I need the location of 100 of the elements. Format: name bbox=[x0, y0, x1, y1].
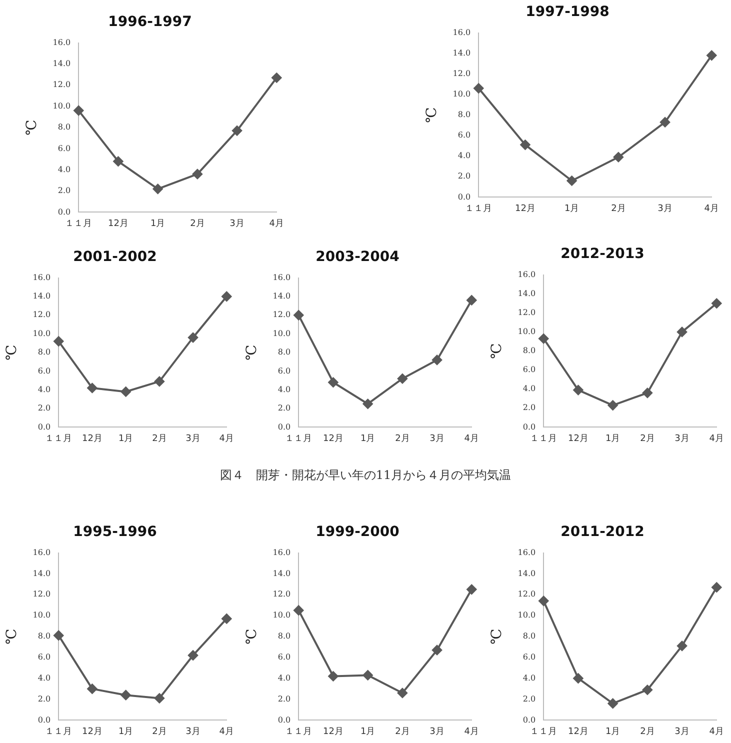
y-tick-label: 4.0 bbox=[278, 384, 291, 394]
x-tick-label: 1月 bbox=[118, 726, 134, 737]
chart-title: 2012-2013 bbox=[560, 246, 644, 262]
y-tick-label: 16.0 bbox=[452, 28, 471, 37]
point bbox=[87, 382, 98, 393]
x-tick-label: 12月 bbox=[568, 726, 588, 737]
y-tick-label: 12.0 bbox=[518, 590, 536, 599]
point bbox=[362, 670, 373, 680]
x-tick-label: 3月 bbox=[186, 434, 200, 444]
y-tick-label: 10.0 bbox=[52, 101, 71, 110]
x-tick-label: 4月 bbox=[464, 434, 480, 444]
y-tick-label: 14.0 bbox=[272, 292, 291, 301]
y-tick-label: 6.0 bbox=[458, 130, 471, 140]
x-tick-label: 4月 bbox=[464, 726, 480, 737]
point bbox=[573, 673, 584, 684]
y-tick-label: 14.0 bbox=[32, 568, 51, 578]
x-tick-label: 2月 bbox=[395, 434, 410, 444]
y-tick-label: 0.0 bbox=[58, 207, 71, 216]
point bbox=[642, 684, 652, 695]
x-tick-label: １１月 bbox=[465, 204, 492, 214]
y-tick-label: 6.0 bbox=[278, 652, 291, 662]
y-tick-label: 8.0 bbox=[522, 346, 536, 356]
x-tick-label: 1月 bbox=[564, 204, 580, 214]
y-tick-label: 0.0 bbox=[522, 715, 536, 724]
x-tick-label: 1月 bbox=[605, 726, 620, 737]
y-tick-label: 12.0 bbox=[272, 590, 291, 599]
x-tick-label: 12月 bbox=[322, 726, 344, 737]
x-tick-label: 2月 bbox=[611, 204, 626, 214]
x-tick-label: 12月 bbox=[322, 434, 344, 444]
y-tick-label: 12.0 bbox=[32, 310, 51, 320]
y-axis-title: ℃ bbox=[244, 344, 260, 360]
y-tick-label: 4.0 bbox=[522, 384, 536, 394]
x-tick-label: １１月 bbox=[285, 434, 312, 444]
point bbox=[192, 169, 202, 180]
chart-title: 1995-1996 bbox=[73, 524, 157, 540]
y-tick-label: 8.0 bbox=[278, 348, 291, 357]
y-tick-label: 0.0 bbox=[38, 422, 51, 432]
point bbox=[294, 605, 304, 616]
point bbox=[222, 291, 232, 302]
y-tick-label: 10.0 bbox=[518, 327, 536, 336]
y-axis-title: ℃ bbox=[24, 120, 40, 136]
y-tick-label: 4.0 bbox=[38, 673, 51, 682]
y-tick-label: 8.0 bbox=[38, 632, 51, 641]
y-tick-label: 4.0 bbox=[278, 673, 291, 682]
y-tick-label: 6.0 bbox=[278, 366, 291, 376]
y-tick-label: 16.0 bbox=[32, 272, 51, 282]
y-tick-label: 6.0 bbox=[38, 366, 51, 376]
y-tick-label: 16.0 bbox=[518, 548, 536, 557]
y-tick-label: 12.0 bbox=[32, 590, 51, 599]
point bbox=[608, 698, 618, 708]
x-tick-label: 1月 bbox=[360, 726, 376, 737]
x-tick-label: 12月 bbox=[82, 726, 102, 737]
y-tick-label: 8.0 bbox=[458, 110, 471, 120]
y-tick-label: 4.0 bbox=[458, 151, 471, 160]
x-tick-label: １１月 bbox=[45, 434, 72, 444]
x-tick-label: 1月 bbox=[150, 218, 166, 229]
x-tick-label: 3月 bbox=[430, 726, 444, 737]
x-tick-label: 2月 bbox=[152, 434, 167, 444]
point bbox=[397, 374, 408, 384]
y-tick-label: 6.0 bbox=[522, 652, 536, 662]
x-tick-label: 12月 bbox=[514, 204, 536, 214]
caption: 図４ 開芽・開花が早い年の11月から４月の平均気温 bbox=[218, 467, 512, 484]
point bbox=[466, 295, 477, 306]
chart-title: 2003-2004 bbox=[316, 249, 400, 266]
x-tick-label: 4月 bbox=[219, 434, 234, 444]
y-tick-label: 6.0 bbox=[522, 365, 536, 374]
y-tick-label: 0.0 bbox=[38, 715, 51, 724]
point bbox=[113, 156, 124, 166]
y-tick-label: 10.0 bbox=[32, 328, 51, 338]
y-tick-label: 14.0 bbox=[518, 568, 536, 578]
x-tick-label: 12月 bbox=[108, 218, 128, 229]
x-tick-label: 3月 bbox=[674, 434, 690, 444]
y-tick-label: 14.0 bbox=[518, 288, 536, 298]
y-tick-label: 8.0 bbox=[58, 122, 71, 132]
point bbox=[677, 640, 688, 651]
chart-title: 1999-2000 bbox=[316, 524, 400, 540]
chart-title: 1997-1998 bbox=[526, 4, 610, 20]
point bbox=[328, 377, 338, 388]
y-tick-label: 8.0 bbox=[522, 632, 536, 641]
point bbox=[294, 310, 304, 320]
y-tick-label: 10.0 bbox=[272, 610, 291, 620]
y-tick-label: 2.0 bbox=[522, 694, 536, 704]
point bbox=[642, 388, 652, 398]
y-tick-label: 0.0 bbox=[458, 192, 471, 202]
y-tick-label: 2.0 bbox=[522, 403, 536, 412]
point bbox=[154, 693, 164, 704]
y-tick-label: 8.0 bbox=[278, 632, 291, 641]
y-tick-label: 0.0 bbox=[522, 422, 536, 432]
point bbox=[538, 334, 549, 344]
y-tick-label: 14.0 bbox=[452, 48, 471, 58]
point bbox=[432, 645, 442, 656]
point bbox=[87, 684, 98, 694]
y-tick-label: 10.0 bbox=[518, 610, 536, 620]
y-tick-label: 4.0 bbox=[522, 673, 536, 682]
point bbox=[232, 126, 242, 136]
x-tick-label: 12月 bbox=[82, 434, 102, 444]
point bbox=[660, 117, 670, 128]
point bbox=[120, 386, 131, 397]
y-tick-label: 2.0 bbox=[458, 172, 471, 181]
y-tick-label: 4.0 bbox=[58, 164, 71, 174]
